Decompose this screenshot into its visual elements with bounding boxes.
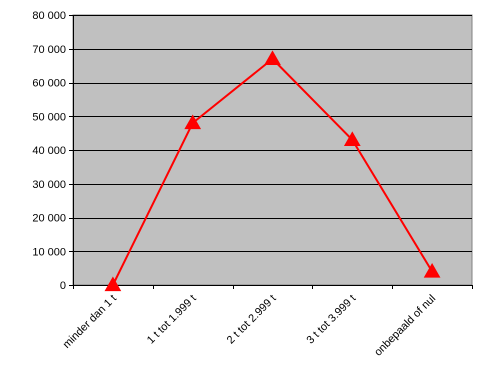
data-point-marker: [264, 50, 281, 65]
data-point-marker: [423, 262, 441, 278]
gridlines: [73, 15, 472, 252]
x-category-label: minder dan 1 t: [61, 293, 119, 351]
y-tick-label: 70 000: [32, 44, 66, 56]
data-point-marker: [104, 276, 122, 292]
x-axis-tick-labels: minder dan 1 t 1 t tot 1.999 t 2 t tot 2.9…: [61, 293, 438, 359]
y-tick-label: 60 000: [32, 78, 66, 90]
y-tick-label: 50 000: [32, 111, 66, 123]
x-category-label: 3 t tot 3.999 t: [305, 293, 359, 347]
y-tick-label: 30 000: [32, 179, 66, 191]
y-tick-label: 80 000: [32, 10, 66, 22]
y-tick-label: 0: [60, 280, 66, 292]
x-category-label: 1 t tot 1.999 t: [145, 293, 199, 347]
axes: [69, 15, 473, 289]
y-tick-label: 10 000: [32, 246, 66, 258]
x-category-label: onbepaald of nul: [372, 293, 438, 359]
series-layer: [104, 50, 441, 292]
data-point-marker: [184, 114, 202, 130]
x-category-label: 2 t tot 2.999 t: [225, 293, 279, 347]
y-axis-tick-labels: 0 10 000 20 000 30 000 40 000 50 000 60 000 70 …: [32, 10, 66, 292]
data-point-marker: [343, 131, 361, 146]
y-tick-label: 40 000: [32, 145, 66, 157]
y-tick-label: 20 000: [32, 213, 66, 225]
